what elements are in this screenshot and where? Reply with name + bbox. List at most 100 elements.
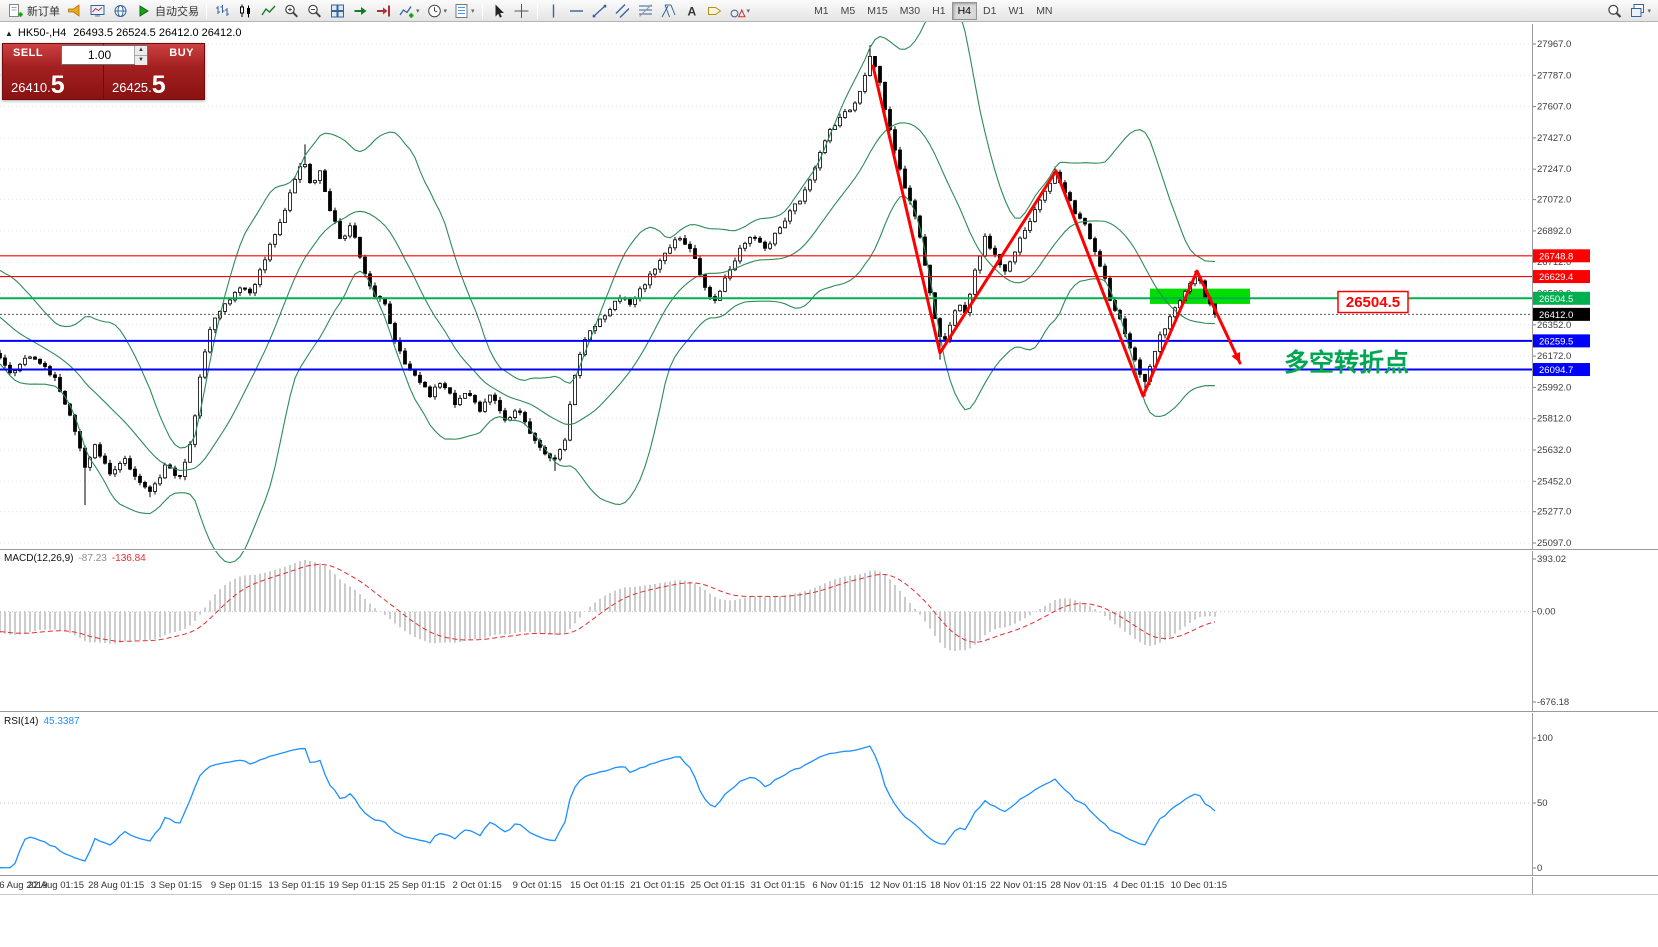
label-icon — [707, 6, 721, 15]
bollinger-bands — [0, 0, 1216, 564]
cursor-button[interactable] — [488, 1, 509, 21]
svg-text:28 Nov 01:15: 28 Nov 01:15 — [1050, 880, 1107, 891]
svg-text:26629.4: 26629.4 — [1539, 272, 1573, 283]
volume-down-button[interactable]: ▼ — [135, 56, 147, 65]
text-label-button[interactable] — [704, 1, 725, 21]
linechart-icon — [261, 5, 276, 15]
new-order-button[interactable]: 新订单 — [5, 1, 62, 21]
trend-zigzag-annotation[interactable] — [871, 64, 1242, 398]
text-button[interactable]: A — [681, 1, 702, 21]
timeframe-h1-button[interactable]: H1 — [932, 4, 946, 17]
timeframe-m1-button[interactable]: M1 — [814, 4, 829, 17]
horizontal-level-lines[interactable] — [0, 255, 1532, 371]
horizontal-line-button[interactable] — [566, 1, 587, 21]
indicators-icon — [399, 5, 414, 18]
price-axis[interactable]: 27967.0 27787.0 27607.0 27427.0 27247.0 27072… — [1532, 39, 1571, 549]
chart-window-button[interactable] — [87, 1, 108, 21]
timeframe-d1-button[interactable]: D1 — [983, 4, 997, 17]
price-grid — [0, 43, 1532, 544]
dropdown-arrow-icon: ▾ — [746, 7, 751, 15]
price-callout[interactable]: 26504.5 — [1337, 290, 1409, 314]
timeframe-h4-button[interactable]: H4 — [951, 1, 977, 20]
svg-text:26748.8: 26748.8 — [1539, 251, 1573, 262]
one-click-collapse-button[interactable]: ▲ — [5, 29, 13, 38]
periods-button[interactable]: ▾ — [424, 1, 450, 21]
timeframe-m5-button[interactable]: M5 — [840, 4, 856, 17]
autoscroll-icon — [354, 6, 367, 15]
toolbar-separator — [481, 2, 483, 19]
indicators-list-button[interactable]: ▾ — [396, 1, 422, 21]
fibo-icon — [638, 3, 652, 17]
arrows-shapes-button[interactable]: ▾ — [727, 1, 753, 21]
timeframe-m30-button[interactable]: M30 — [899, 4, 921, 17]
candlesticks-layer — [0, 45, 1217, 506]
svg-text:27072.0: 27072.0 — [1537, 195, 1571, 206]
svg-text:-676.18: -676.18 — [1537, 697, 1569, 708]
window-arrange-button[interactable]: ▾ — [1627, 1, 1653, 21]
buy-button[interactable]: BUY 26425. 5 — [103, 44, 204, 99]
crosshair-button[interactable] — [511, 1, 532, 21]
zoom-out-button[interactable] — [304, 1, 325, 21]
svg-text:27427.0: 27427.0 — [1537, 133, 1571, 144]
tile-icon — [331, 4, 344, 17]
play-icon — [139, 4, 149, 17]
svg-text:26412.0: 26412.0 — [1539, 310, 1573, 321]
trendline-button[interactable] — [589, 1, 610, 21]
channel-icon — [615, 3, 630, 18]
svg-text:27607.0: 27607.0 — [1537, 102, 1571, 113]
svg-text:25 Oct 01:15: 25 Oct 01:15 — [690, 880, 744, 891]
macd-value: -87.23 — [78, 553, 107, 564]
volume-input[interactable]: 1.00 ▲ ▼ — [61, 45, 148, 65]
svg-text:31 Oct 01:15: 31 Oct 01:15 — [751, 880, 805, 891]
zoom-in-button[interactable] — [281, 1, 302, 21]
chart-shift-button[interactable] — [373, 1, 394, 21]
template-icon — [455, 3, 468, 18]
toolbar-separator — [536, 2, 538, 19]
equidistant-channel-button[interactable] — [612, 1, 633, 21]
horn-icon — [68, 3, 80, 17]
svg-text:4 Dec 01:15: 4 Dec 01:15 — [1113, 880, 1164, 891]
svg-text:0: 0 — [1537, 863, 1542, 874]
toolbar-separator — [206, 2, 207, 19]
svg-text:16 Aug 2019: 16 Aug 2019 — [0, 880, 47, 891]
svg-text:19 Sep 01:15: 19 Sep 01:15 — [328, 880, 385, 891]
tile-windows-button[interactable] — [327, 1, 348, 21]
dropdown-arrow-icon: ▾ — [443, 7, 448, 15]
text-icon: A — [687, 4, 696, 18]
buy-label: BUY — [169, 47, 194, 59]
vertical-line-button[interactable] — [543, 1, 564, 21]
timeframe-w1-button[interactable]: W1 — [1008, 4, 1025, 17]
templates-button[interactable]: ▾ — [451, 1, 477, 21]
bars-icon — [216, 4, 229, 16]
zoom-out-icon — [308, 4, 322, 18]
bar-chart-mode-button[interactable] — [212, 1, 233, 21]
svg-text:27787.0: 27787.0 — [1537, 70, 1571, 81]
turning-point-note[interactable]: 多空转折点 — [1284, 348, 1409, 377]
candlestick-chart-mode-button[interactable] — [235, 1, 256, 21]
supply-zone-rectangle[interactable] — [1150, 288, 1250, 304]
candles-icon — [240, 4, 250, 17]
shapes-icon — [730, 8, 746, 17]
fibonacci-retracement-button[interactable] — [635, 1, 656, 21]
new-order-icon — [9, 3, 23, 17]
search-symbol-button[interactable] — [1604, 1, 1625, 21]
svg-text:15 Oct 01:15: 15 Oct 01:15 — [570, 880, 624, 891]
community-button[interactable] — [110, 1, 131, 21]
timeframe-mn-button[interactable]: MN — [1036, 4, 1053, 17]
timeframe-m15-button[interactable]: M15 — [867, 4, 888, 17]
auto-trading-button[interactable]: 自动交易 — [133, 1, 201, 21]
svg-text:26352.0: 26352.0 — [1537, 320, 1571, 331]
auto-scroll-button[interactable] — [350, 1, 371, 21]
svg-text:25 Sep 01:15: 25 Sep 01:15 — [389, 880, 446, 891]
notifications-button[interactable] — [64, 1, 85, 21]
svg-text:0.00: 0.00 — [1537, 607, 1556, 618]
svg-text:26094.7: 26094.7 — [1539, 365, 1573, 376]
andrews-pitchfork-button[interactable] — [658, 1, 679, 21]
line-chart-mode-button[interactable] — [258, 1, 279, 21]
main-toolbar: 新订单 自动交易 ▾ ▾ ▾ A ▾ M1 M5 M15 M30 H1 H4 D1 W1 MN ▾ — [0, 0, 1658, 22]
rsi-value: 45.3387 — [43, 716, 80, 727]
volume-value: 1.00 — [87, 48, 112, 62]
volume-up-button[interactable]: ▲ — [135, 46, 147, 56]
